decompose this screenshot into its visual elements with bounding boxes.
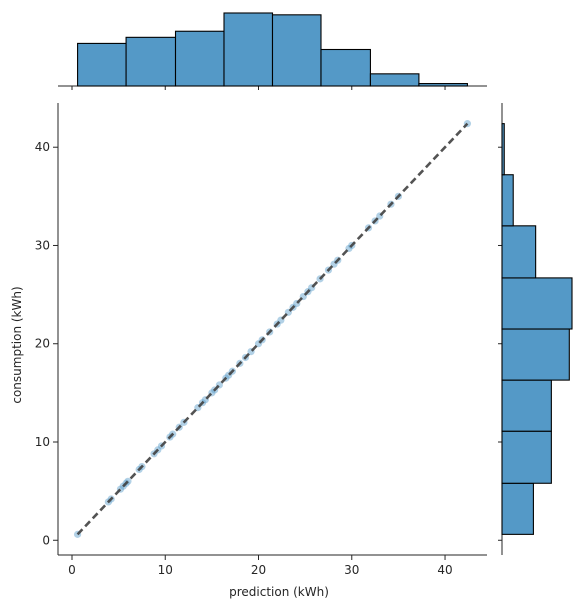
y-tick-label: 10 [35, 435, 50, 449]
right-hist-bar [501, 174, 514, 227]
right-hist-bar [501, 430, 552, 484]
x-tick-label: 0 [68, 563, 76, 577]
x-tick-label: 20 [251, 563, 266, 577]
main-scatter-plot: 0 10 20 30 40 0 10 20 30 40 [35, 103, 487, 577]
right-hist-bar [501, 379, 552, 432]
right-marginal-histogram [498, 103, 573, 555]
x-axis-label: prediction (kWh) [229, 585, 329, 599]
right-hist-bar [501, 482, 534, 535]
top-hist-bar [271, 14, 322, 87]
top-hist-bar [174, 30, 225, 87]
top-hist-bar [77, 42, 127, 87]
top-hist-bar [369, 73, 420, 87]
top-hist-bar [418, 83, 468, 87]
x-tick-label: 10 [158, 563, 173, 577]
y-tick-label: 40 [35, 140, 50, 154]
right-hist-bar [501, 277, 573, 330]
x-tick-label: 40 [437, 563, 452, 577]
right-hist-bar [501, 123, 505, 176]
right-hist-bar [501, 225, 537, 279]
y-axis-label: consumption (kWh) [10, 286, 24, 403]
right-hist-bar [501, 328, 570, 381]
x-tick-label: 30 [344, 563, 359, 577]
y-tick-label: 0 [42, 533, 50, 547]
top-marginal-histogram [58, 12, 487, 90]
top-hist-bar [125, 36, 177, 87]
fit-line [76, 122, 469, 536]
top-hist-bar [223, 12, 274, 87]
y-tick-label: 30 [35, 238, 50, 252]
top-hist-bar [320, 48, 371, 87]
y-tick-label: 20 [35, 337, 50, 351]
